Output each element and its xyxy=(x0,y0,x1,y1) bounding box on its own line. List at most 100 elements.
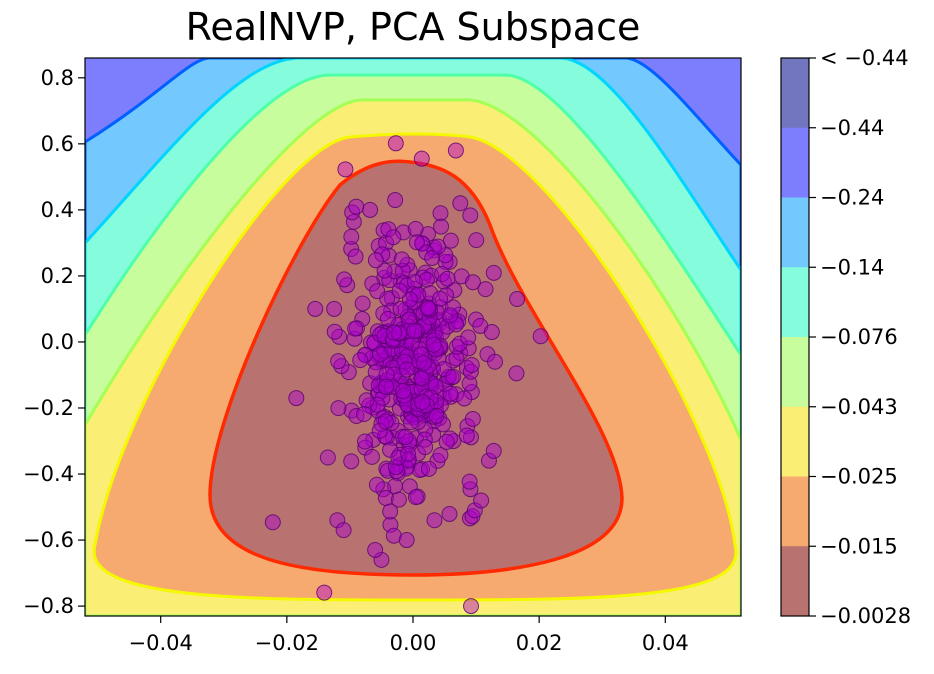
scatter-point xyxy=(343,228,360,245)
scatter-point xyxy=(480,452,497,469)
y-tick-label: 0.2 xyxy=(41,264,74,288)
scatter-point xyxy=(362,201,379,218)
scatter-point xyxy=(407,220,424,237)
scatter-point xyxy=(407,489,424,506)
scatter-point xyxy=(450,313,467,330)
scatter-point xyxy=(348,198,365,215)
colorbar-tick-label: −0.0028 xyxy=(820,604,911,628)
scatter-point xyxy=(336,271,353,288)
scatter-point xyxy=(326,323,343,340)
scatter-point xyxy=(330,353,347,370)
scatter-point xyxy=(395,383,412,400)
colorbar-tick-label: −0.025 xyxy=(820,465,898,489)
scatter-point xyxy=(426,512,443,529)
scatter-point xyxy=(448,338,465,355)
scatter-point xyxy=(347,320,364,337)
scatter-point xyxy=(485,442,502,459)
scatter-point xyxy=(425,426,442,443)
scatter-point xyxy=(420,300,437,317)
scatter-point xyxy=(326,300,343,317)
scatter-point xyxy=(442,307,459,324)
scatter-point xyxy=(420,460,437,477)
scatter-point xyxy=(400,452,417,469)
scatter-point xyxy=(532,328,549,345)
scatter-point xyxy=(445,368,462,385)
scatter-point xyxy=(462,207,479,224)
scatter-point xyxy=(371,422,388,439)
x-axis: −0.04 −0.02 0.00 0.02 0.04 xyxy=(129,616,689,655)
scatter-point xyxy=(379,462,396,479)
colorbar-tick-label: −0.076 xyxy=(820,325,898,349)
scatter-point xyxy=(413,150,430,167)
scatter-point xyxy=(335,522,352,539)
scatter-point xyxy=(367,252,384,269)
scatter-point xyxy=(415,355,432,372)
scatter-point xyxy=(402,414,419,431)
scatter-point xyxy=(264,514,281,531)
scatter-point xyxy=(374,246,391,263)
colorbar-band xyxy=(781,337,809,408)
scatter-point xyxy=(381,272,398,289)
scatter-point xyxy=(414,235,431,252)
y-tick-label: −0.2 xyxy=(23,396,74,420)
y-axis: −0.8 −0.6 −0.4 −0.2 0.0 0.2 0.4 0.6 0.8 xyxy=(23,66,85,618)
scatter-point xyxy=(417,439,434,456)
plot-area xyxy=(85,58,741,616)
scatter-point xyxy=(352,352,369,369)
scatter-point xyxy=(428,407,445,424)
scatter-point xyxy=(379,310,396,327)
scatter-point xyxy=(356,433,373,450)
scatter-point xyxy=(372,346,389,363)
scatter-point xyxy=(445,299,462,316)
scatter-point xyxy=(440,368,457,385)
colorbar-band xyxy=(781,476,809,547)
x-tick-label: 0.04 xyxy=(642,631,689,655)
scatter-point xyxy=(387,459,404,476)
y-tick-label: −0.6 xyxy=(23,528,74,552)
colorbar-band xyxy=(781,197,809,268)
scatter-point xyxy=(432,205,449,222)
scatter-point xyxy=(390,449,407,466)
scatter-point xyxy=(378,366,395,383)
scatter-point xyxy=(432,446,449,463)
colorbar-band xyxy=(781,58,809,129)
scatter-point xyxy=(398,361,415,378)
scatter-point xyxy=(288,390,305,407)
scatter-point xyxy=(448,316,465,333)
scatter-point xyxy=(393,251,410,268)
scatter-point xyxy=(319,449,336,466)
colorbar-band xyxy=(781,127,809,198)
colorbar-tick-label: −0.24 xyxy=(820,186,884,210)
scatter-point xyxy=(432,290,449,307)
colorbar-band xyxy=(781,406,809,477)
scatter-point xyxy=(414,394,431,411)
scatter-point xyxy=(368,476,385,493)
y-tick-label: 0.6 xyxy=(41,132,74,156)
colorbar-tick-label: −0.043 xyxy=(820,395,898,419)
scatter-point xyxy=(337,161,354,178)
scatter-point xyxy=(410,286,427,303)
scatter-point xyxy=(377,413,394,430)
scatter-point xyxy=(448,386,465,403)
scatter-point xyxy=(400,445,417,462)
scatter-point xyxy=(434,416,451,433)
scatter-point xyxy=(448,350,465,367)
scatter-point xyxy=(329,512,346,529)
scatter-point xyxy=(422,389,439,406)
scatter-point xyxy=(391,282,408,299)
scatter-point xyxy=(425,336,442,353)
scatter-point xyxy=(460,329,477,346)
x-tick-label: 0.00 xyxy=(390,631,437,655)
scatter-point xyxy=(378,378,395,395)
colorbar-tick-label: −0.44 xyxy=(820,116,884,140)
scatter-point xyxy=(473,492,490,509)
scatter-point xyxy=(364,275,381,292)
scatter-point xyxy=(468,232,485,249)
scatter-point xyxy=(357,439,374,456)
scatter-point xyxy=(462,429,479,446)
scatter-point xyxy=(316,584,333,601)
scatter-point xyxy=(464,274,481,291)
y-tick-label: 0.0 xyxy=(41,330,74,354)
scatter-point xyxy=(401,291,418,308)
